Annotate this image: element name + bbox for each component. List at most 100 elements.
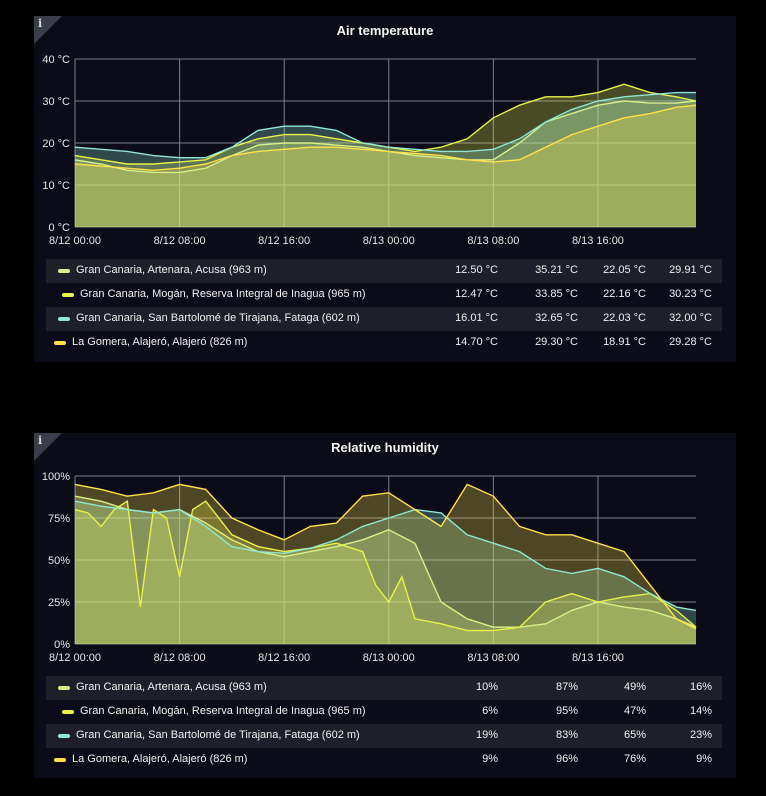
- air-temperature-legend: Gran Canaria, Artenara, Acusa (963 m) 12.…: [46, 259, 722, 355]
- legend-series-name: Gran Canaria, Mogán, Reserva Integral de…: [80, 705, 366, 717]
- x-tick-label: 8/12 16:00: [258, 652, 310, 664]
- x-tick-label: 8/12 00:00: [49, 652, 101, 664]
- legend-row[interactable]: La Gomera, Alajeró, Alajeró (826 m) 14.70…: [46, 331, 722, 355]
- series-area-2: [75, 501, 696, 644]
- legend-series-name: Gran Canaria, Mogán, Reserva Integral de…: [80, 288, 366, 300]
- panel-info-corner: [34, 433, 62, 461]
- y-tick-label: 30 °C: [42, 96, 70, 108]
- legend-stat-value: 12.47 °C: [455, 288, 498, 300]
- legend-stat-value: 47%: [623, 705, 646, 717]
- x-tick-label: 8/13 16:00: [572, 652, 624, 664]
- legend-stat-value: 29.28 °C: [669, 336, 712, 348]
- legend-stat-value: 32.65 °C: [535, 312, 578, 324]
- relative-humidity-panel: i Relative humidity 0% 25% 50% 75% 100% 8/12 …: [34, 433, 736, 778]
- info-icon[interactable]: i: [38, 434, 43, 447]
- legend-stat-value: 19%: [475, 729, 498, 741]
- relative-humidity-legend: Gran Canaria, Artenara, Acusa (963 m) 10%…: [46, 676, 722, 772]
- legend-stat-value: 14%: [689, 705, 712, 717]
- legend-stat-value: 29.91 °C: [669, 264, 712, 276]
- legend-row[interactable]: Gran Canaria, Mogán, Reserva Integral de…: [46, 283, 722, 307]
- series-area-3: [75, 105, 696, 227]
- series-line-3: [74, 483, 697, 630]
- series-line-2: [74, 500, 697, 612]
- legend-stat-value: 9%: [482, 753, 498, 765]
- series-line-1: [74, 500, 697, 632]
- x-tick-label: 8/13 00:00: [363, 652, 415, 664]
- legend-stat-value: 10%: [475, 681, 498, 693]
- panel-title: Air temperature: [336, 23, 434, 38]
- legend-stat-value: 16.01 °C: [455, 312, 498, 324]
- x-tick-label: 8/13 16:00: [572, 235, 624, 247]
- legend-swatch: [62, 710, 74, 714]
- y-tick-label: 50%: [48, 555, 70, 567]
- y-tick-label: 20 °C: [42, 138, 70, 150]
- legend-series-name: La Gomera, Alajeró, Alajeró (826 m): [72, 336, 248, 348]
- legend-row[interactable]: Gran Canaria, San Bartolomé de Tirajana,…: [46, 307, 722, 331]
- panel-info-corner: [34, 16, 62, 44]
- y-tick-label: 40 °C: [42, 54, 70, 66]
- y-tick-label: 75%: [48, 513, 70, 525]
- legend-series-name: La Gomera, Alajeró, Alajeró (826 m): [72, 753, 248, 765]
- legend-stat-value: 22.16 °C: [603, 288, 646, 300]
- series-area-1: [75, 84, 696, 227]
- legend-stat-value: 76%: [623, 753, 646, 765]
- legend-stat-value: 65%: [623, 729, 646, 741]
- legend-row[interactable]: Gran Canaria, San Bartolomé de Tirajana,…: [46, 724, 722, 748]
- legend-row[interactable]: La Gomera, Alajeró, Alajeró (826 m) 9% 96%…: [46, 748, 722, 772]
- legend-stat-value: 18.91 °C: [603, 336, 646, 348]
- legend-stat-value: 30.23 °C: [669, 288, 712, 300]
- legend-swatch: [54, 758, 66, 762]
- info-icon[interactable]: i: [38, 17, 43, 30]
- series-line-3: [74, 104, 697, 172]
- legend-swatch: [54, 341, 66, 345]
- series-area-0: [75, 101, 696, 227]
- legend-row[interactable]: Gran Canaria, Artenara, Acusa (963 m) 12.…: [46, 259, 722, 283]
- x-tick-label: 8/13 08:00: [467, 235, 519, 247]
- legend-series-name: Gran Canaria, Artenara, Acusa (963 m): [76, 681, 267, 693]
- legend-stat-value: 9%: [696, 753, 712, 765]
- legend-stat-value: 87%: [555, 681, 578, 693]
- legend-swatch: [58, 734, 70, 738]
- panel-title: Relative humidity: [331, 440, 439, 455]
- legend-swatch: [58, 269, 70, 273]
- legend-stat-value: 23%: [689, 729, 712, 741]
- relative-humidity-chart: 0% 25% 50% 75% 100% 8/12 00:00 8/12 08:00 8/12 …: [42, 471, 697, 664]
- x-tick-label: 8/12 16:00: [258, 235, 310, 247]
- legend-stat-value: 33.85 °C: [535, 288, 578, 300]
- x-tick-label: 8/13 00:00: [363, 235, 415, 247]
- legend-swatch: [58, 686, 70, 690]
- legend-stat-value: 22.03 °C: [603, 312, 646, 324]
- y-tick-label: 0%: [54, 639, 70, 651]
- legend-stat-value: 32.00 °C: [669, 312, 712, 324]
- legend-stat-value: 6%: [482, 705, 498, 717]
- series-area-3: [75, 484, 696, 644]
- legend-series-name: Gran Canaria, San Bartolomé de Tirajana,…: [76, 312, 360, 324]
- x-tick-label: 8/12 08:00: [154, 235, 206, 247]
- legend-stat-value: 14.70 °C: [455, 336, 498, 348]
- legend-stat-value: 16%: [689, 681, 712, 693]
- legend-stat-value: 35.21 °C: [535, 264, 578, 276]
- legend-stat-value: 96%: [555, 753, 578, 765]
- legend-stat-value: 95%: [555, 705, 578, 717]
- legend-stat-value: 12.50 °C: [455, 264, 498, 276]
- series-line-2: [74, 91, 696, 159]
- air-temperature-panel: i Air temperature 0 °C 10 °C 20 °C 30 °C 40 …: [34, 16, 736, 362]
- air-temperature-chart: 0 °C 10 °C 20 °C 30 °C 40 °C 8/12 00:00 8/12 0…: [42, 54, 697, 247]
- x-tick-label: 8/12 08:00: [154, 652, 206, 664]
- y-tick-label: 25%: [48, 597, 70, 609]
- legend-stat-value: 29.30 °C: [535, 336, 578, 348]
- y-tick-label: 0 °C: [48, 222, 70, 234]
- legend-series-name: Gran Canaria, San Bartolomé de Tirajana,…: [76, 729, 360, 741]
- legend-row[interactable]: Gran Canaria, Mogán, Reserva Integral de…: [46, 700, 722, 724]
- legend-stat-value: 49%: [623, 681, 646, 693]
- x-tick-label: 8/13 08:00: [467, 652, 519, 664]
- series-area-1: [75, 501, 696, 644]
- legend-row[interactable]: Gran Canaria, Artenara, Acusa (963 m) 10%…: [46, 676, 722, 700]
- legend-series-name: Gran Canaria, Artenara, Acusa (963 m): [76, 264, 267, 276]
- y-tick-label: 10 °C: [42, 180, 70, 192]
- legend-swatch: [62, 293, 74, 297]
- legend-swatch: [58, 317, 70, 321]
- x-tick-label: 8/12 00:00: [49, 235, 101, 247]
- legend-stat-value: 22.05 °C: [603, 264, 646, 276]
- legend-stat-value: 83%: [555, 729, 578, 741]
